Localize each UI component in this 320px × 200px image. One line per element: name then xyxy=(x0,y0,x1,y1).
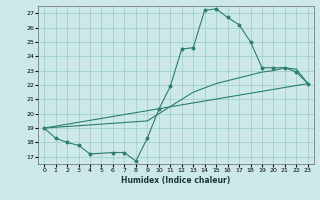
X-axis label: Humidex (Indice chaleur): Humidex (Indice chaleur) xyxy=(121,176,231,185)
